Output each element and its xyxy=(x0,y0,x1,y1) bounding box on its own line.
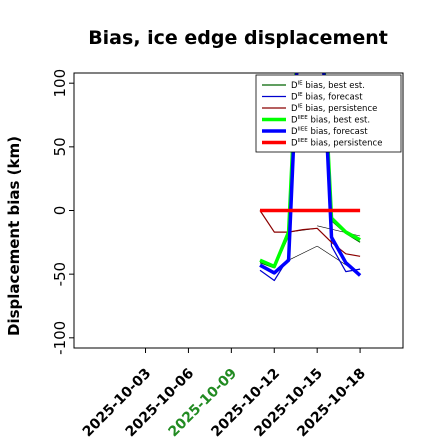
series-line-1 xyxy=(259,73,361,282)
y-tick-label: 50 xyxy=(51,137,69,156)
legend-box xyxy=(255,74,402,153)
legend-label: DIIEE bias, forecast xyxy=(291,127,368,138)
x-ticks: 2025-10-032025-10-062025-10-092025-10-12… xyxy=(80,348,369,440)
series-layer xyxy=(259,73,362,282)
chart-title: Bias, ice edge displacement xyxy=(88,27,388,49)
series-line-2 xyxy=(259,210,361,257)
series-line-4 xyxy=(259,73,362,277)
legend-label: DIE bias, forecast xyxy=(291,92,363,103)
y-axis-label: Displacement bias (km) xyxy=(5,136,23,336)
legend-label: DIE bias, best est. xyxy=(291,81,365,92)
y-tick-label: 0 xyxy=(51,206,69,216)
legend-label: DIIEE bias, best est. xyxy=(291,115,370,126)
y-ticks: -100 -50 0 50 100 xyxy=(51,69,74,355)
legend-label: DIIEE bias, persistence xyxy=(291,138,382,149)
legend: DIE bias, best est.DIE bias, forecastDIE… xyxy=(255,74,402,153)
y-tick-label: 100 xyxy=(51,69,69,98)
y-tick-label: -50 xyxy=(51,262,69,287)
legend-label: DIE bias, persistence xyxy=(291,104,377,115)
series-line-3 xyxy=(259,73,361,269)
connector-line-1 xyxy=(288,245,318,261)
y-tick-label: -100 xyxy=(51,321,69,355)
